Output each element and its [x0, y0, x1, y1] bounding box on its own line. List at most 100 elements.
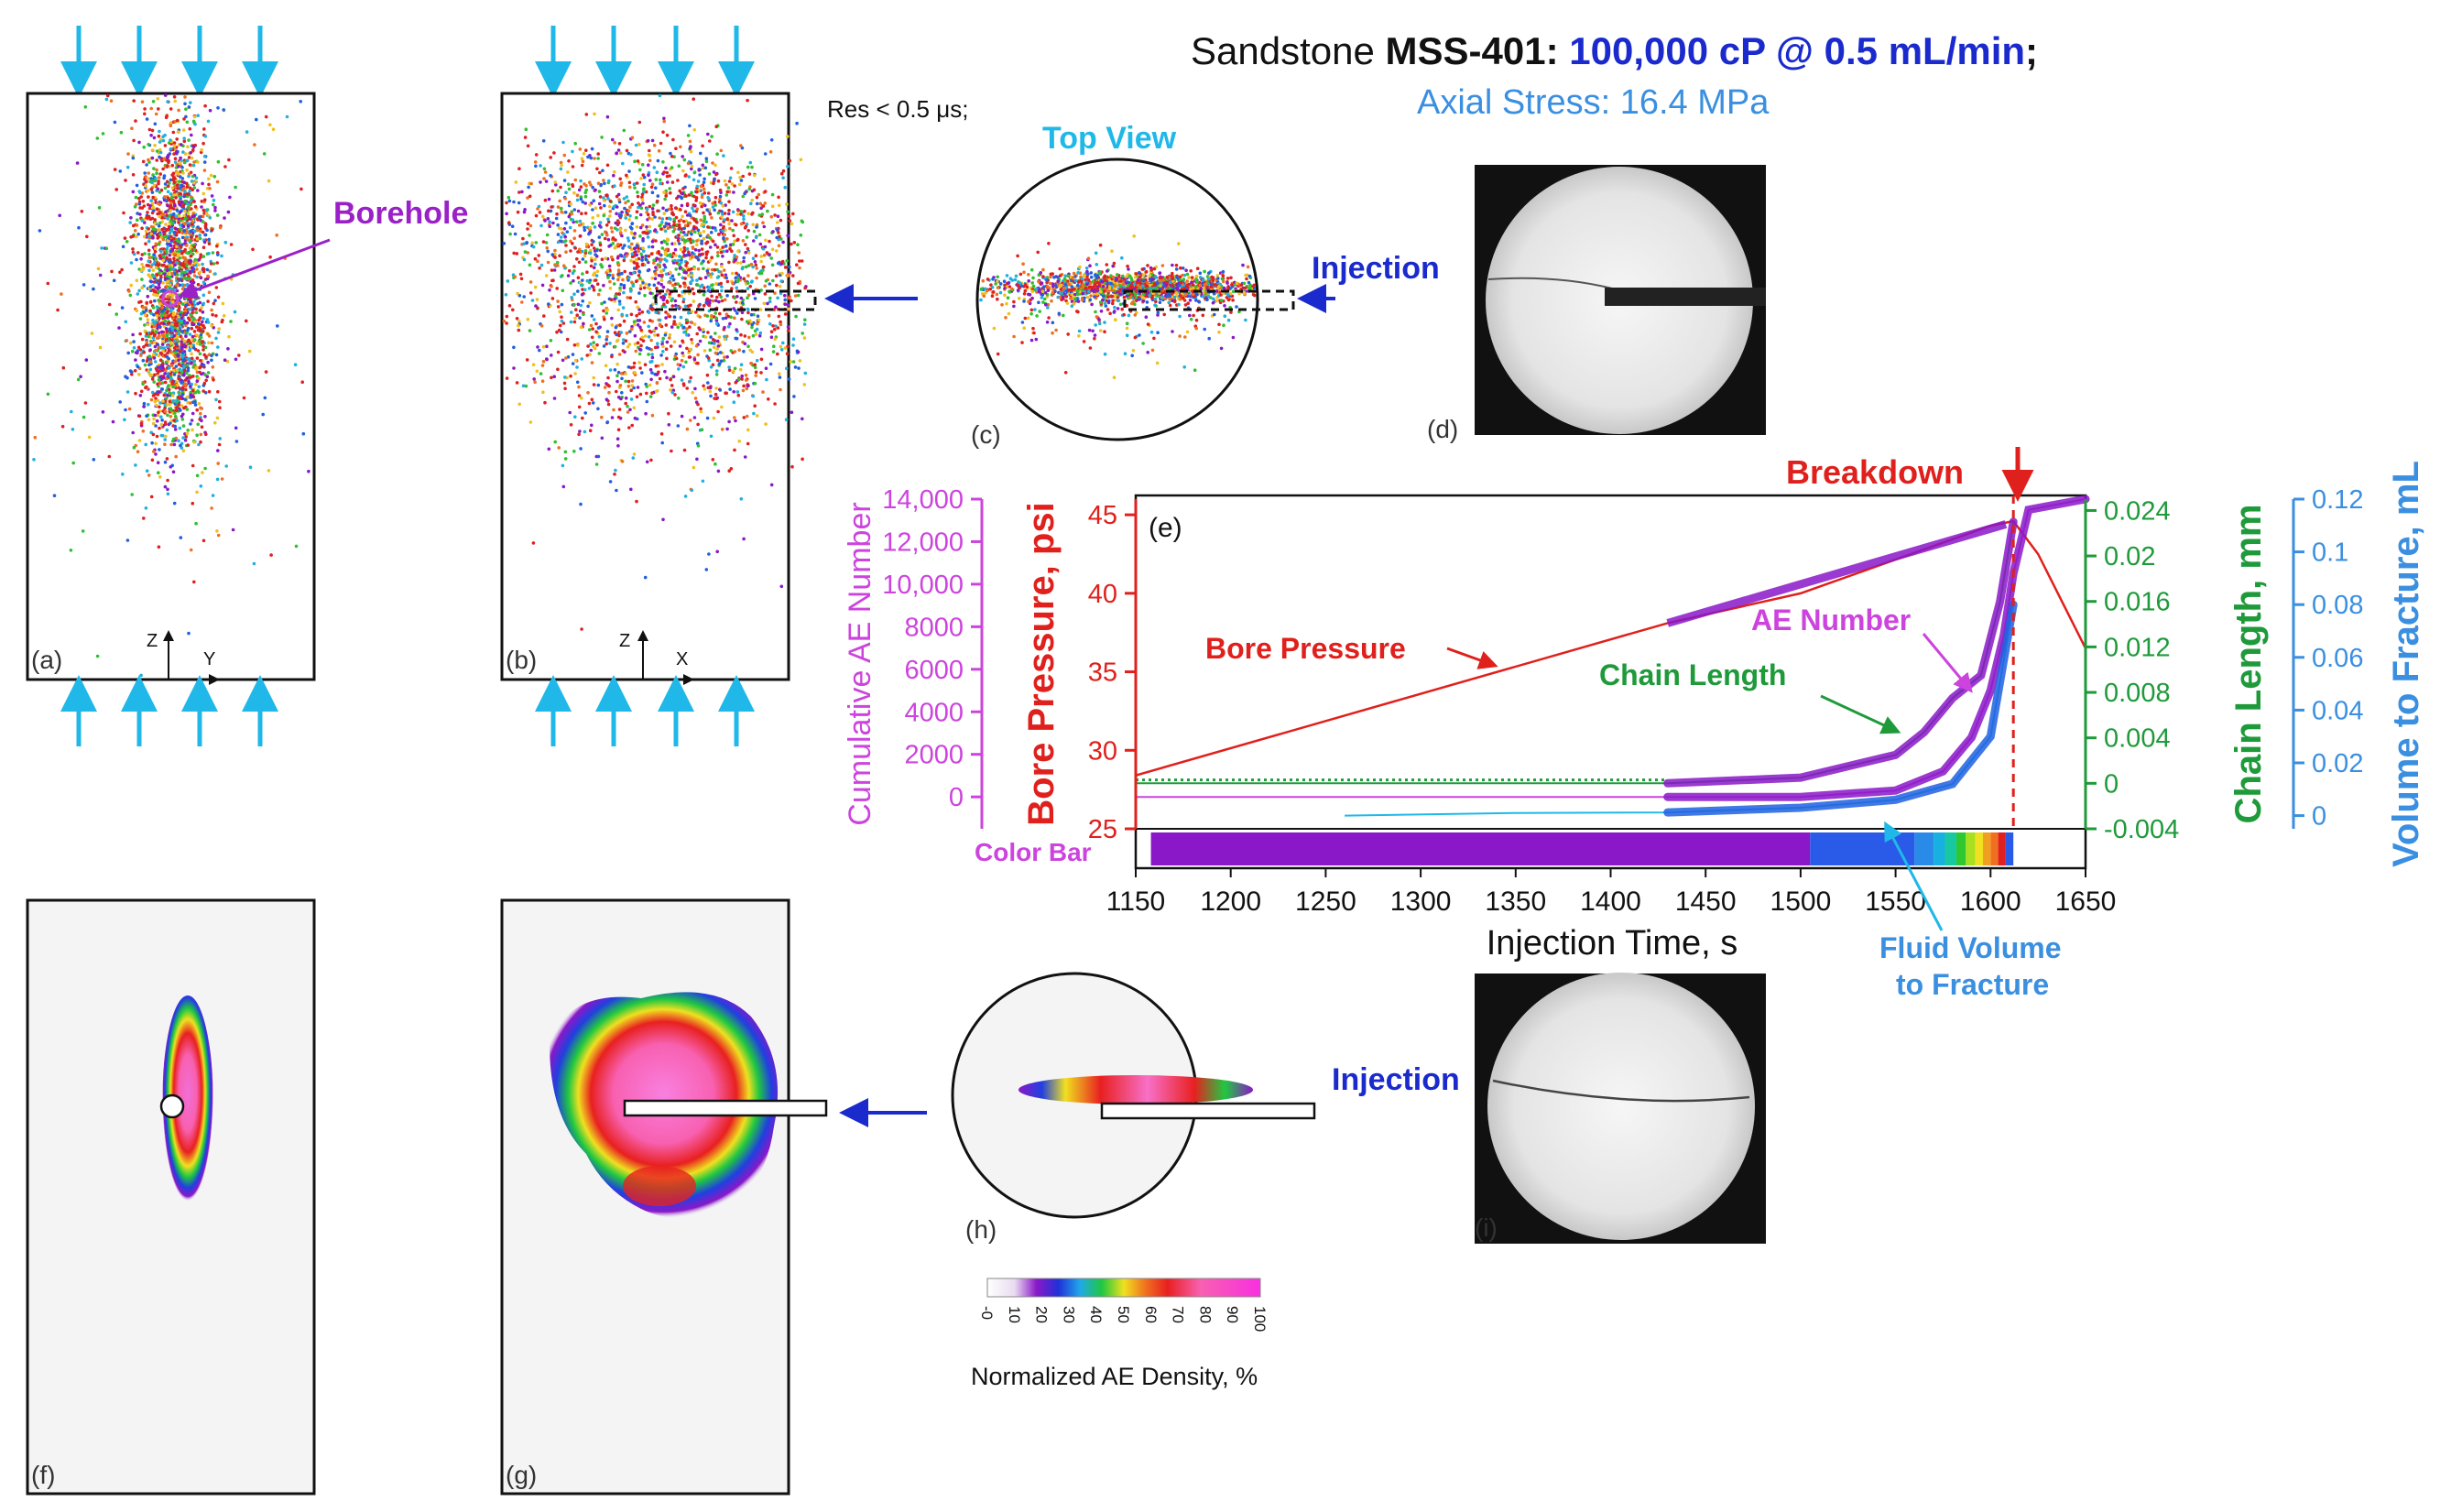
- ae-event: [534, 304, 538, 308]
- ae-event: [216, 106, 220, 110]
- ae-event: [569, 226, 572, 230]
- ae-event: [788, 214, 791, 218]
- ae-event: [162, 259, 166, 263]
- ae-event: [153, 299, 157, 303]
- ae-event: [607, 403, 611, 407]
- ae-event: [697, 169, 701, 172]
- ae-event: [164, 420, 168, 424]
- ae-event: [649, 459, 653, 462]
- ae-event: [191, 175, 195, 179]
- ae-event: [680, 316, 683, 320]
- ae-event: [175, 137, 179, 141]
- ae-event: [174, 157, 178, 160]
- ae-event: [668, 296, 671, 299]
- ae-event: [136, 352, 139, 355]
- ae-event: [199, 237, 202, 241]
- ae-event: [197, 258, 201, 262]
- ae-event: [641, 263, 645, 267]
- ae-event: [737, 440, 741, 443]
- ae-event: [725, 249, 729, 253]
- ae-event: [641, 246, 645, 250]
- ae-event: [572, 191, 576, 195]
- ae-event: [735, 328, 738, 332]
- ae-event: [574, 179, 578, 182]
- ae-event: [589, 226, 593, 230]
- ae-event: [640, 206, 644, 210]
- ae-event: [216, 253, 220, 256]
- ae-event: [698, 315, 702, 319]
- ae-event: [202, 294, 206, 298]
- ae-event: [579, 503, 583, 506]
- ae-event: [527, 186, 530, 190]
- ae-event: [588, 180, 592, 184]
- ae-event: [657, 250, 660, 254]
- ae-event: [578, 316, 582, 320]
- ae-event: [187, 366, 191, 370]
- ae-event: [534, 257, 538, 261]
- ae-event: [590, 265, 594, 268]
- ae-event: [190, 236, 193, 240]
- ae-event: [173, 95, 177, 99]
- ae-event: [643, 287, 647, 290]
- ae-event: [731, 229, 735, 233]
- ae-event: [733, 416, 736, 419]
- ae-event: [216, 180, 220, 184]
- ae-event: [168, 214, 171, 218]
- ae-event: [171, 399, 175, 403]
- ae-event: [627, 385, 631, 388]
- ae-event: [108, 455, 112, 459]
- ae-event: [713, 268, 717, 272]
- ae-event: [661, 337, 665, 341]
- ae-event: [727, 209, 731, 212]
- ae-event: [154, 222, 158, 225]
- ae-event: [694, 310, 698, 314]
- ae-event: [772, 350, 776, 354]
- ae-event: [714, 299, 718, 303]
- ae-event: [670, 155, 674, 158]
- ae-event: [710, 314, 713, 318]
- ae-event: [145, 301, 148, 305]
- ae-event: [713, 164, 717, 168]
- ae-event: [169, 124, 173, 127]
- ae-event: [606, 218, 610, 222]
- ae-event: [626, 314, 629, 318]
- ae-event: [568, 215, 572, 219]
- ae-event: [182, 343, 186, 347]
- ae-event: [695, 344, 699, 348]
- ae-event: [615, 380, 619, 384]
- ae-event: [790, 465, 794, 469]
- ae-event: [754, 260, 757, 264]
- ae-event: [689, 419, 692, 422]
- ae-event: [705, 568, 709, 571]
- ae-event: [169, 325, 173, 329]
- ae-event: [175, 364, 179, 368]
- ae-event: [169, 121, 173, 125]
- ae-event: [591, 398, 594, 402]
- ae-event: [161, 349, 165, 353]
- ae-event: [656, 170, 659, 174]
- ae-event: [182, 374, 186, 377]
- ae-event: [150, 181, 154, 185]
- ae-event: [665, 347, 669, 351]
- ae-event: [659, 323, 662, 327]
- ae-event: [167, 161, 170, 165]
- ae-event: [206, 275, 210, 278]
- ae-event: [719, 351, 723, 354]
- ae-event: [784, 312, 788, 316]
- ae-event: [684, 173, 688, 177]
- ae-event: [670, 204, 673, 208]
- ae-event: [648, 230, 652, 234]
- ae-event: [158, 190, 162, 194]
- ae-event: [654, 228, 658, 232]
- ae-event: [276, 324, 279, 328]
- ae-event: [735, 223, 738, 227]
- ae-event: [685, 321, 689, 325]
- ae-event: [591, 314, 594, 318]
- ae-event: [190, 549, 193, 552]
- ae-event: [777, 214, 780, 218]
- ae-event: [699, 340, 703, 343]
- ae-event: [53, 494, 57, 497]
- ae-event: [148, 343, 152, 347]
- ae-event: [753, 189, 757, 192]
- ae-event: [564, 250, 568, 254]
